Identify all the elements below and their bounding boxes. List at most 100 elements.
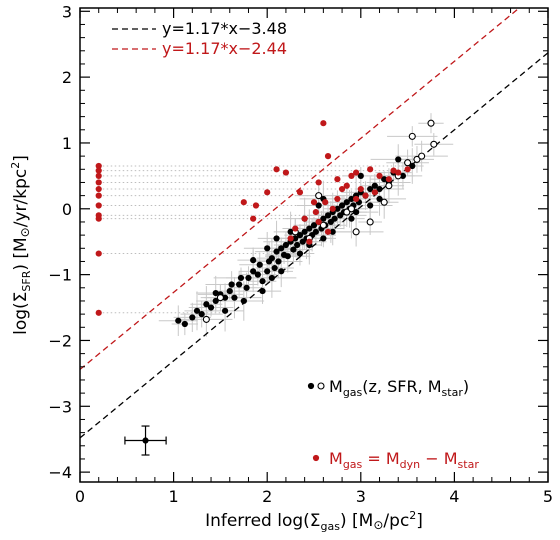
x-tick-label: 3: [356, 487, 366, 506]
y-tick-label: 1: [62, 134, 72, 153]
point-red: [324, 228, 332, 235]
point-red: [376, 172, 383, 179]
point-red: [95, 192, 102, 199]
point-open-black: [430, 140, 438, 148]
point-red: [362, 192, 369, 199]
point-red: [292, 225, 299, 232]
plot-frame: [79, 7, 549, 483]
x-tick-label: 1: [169, 487, 179, 506]
point-open-black: [319, 221, 327, 229]
data-points: [95, 119, 438, 328]
legend-label-2: Mgas = Mdyn − Mstar: [329, 449, 479, 471]
y-tick-label: 0: [62, 200, 72, 219]
point-red: [95, 179, 102, 186]
y-tick-label: −3: [48, 397, 72, 416]
point-open-black: [366, 218, 374, 226]
point-red: [320, 120, 327, 127]
x-tick-label: 2: [262, 487, 272, 506]
y-tick-label: 3: [62, 2, 72, 21]
point-open-black: [352, 228, 360, 236]
point-filled-black: [193, 307, 201, 314]
point-filled-black: [264, 245, 271, 252]
point-filled-black: [367, 185, 374, 193]
point-open-black: [408, 132, 416, 140]
point-red: [334, 176, 341, 183]
point-open-black: [315, 192, 323, 200]
point-red: [334, 195, 341, 203]
fit-lines: [80, 8, 548, 439]
point-red: [343, 182, 350, 189]
point-filled-black: [282, 241, 290, 249]
point-red: [301, 215, 308, 222]
dotted-connector-lines: [98, 165, 411, 314]
point-filled-black: [310, 222, 318, 229]
point-open-black: [413, 155, 421, 163]
point-open-black: [380, 198, 388, 206]
point-red: [240, 199, 247, 206]
point-red: [404, 166, 411, 173]
point-filled-black: [256, 261, 263, 268]
point-filled-black: [338, 202, 346, 209]
point-red: [95, 162, 102, 170]
point-red: [353, 169, 360, 176]
point-red: [252, 202, 260, 209]
point-open-black: [347, 205, 355, 213]
point-red: [95, 309, 102, 316]
point-filled-black: [245, 274, 252, 282]
y-tick-label: 2: [62, 68, 72, 87]
point-filled-black: [320, 235, 327, 242]
point-open-black: [202, 315, 210, 323]
point-filled-black: [271, 264, 278, 272]
point-filled-black: [198, 311, 205, 318]
point-filled-black: [273, 235, 280, 242]
point-red: [306, 238, 313, 245]
point-red: [353, 195, 360, 203]
point-filled-black: [296, 250, 304, 257]
point-red: [95, 167, 102, 174]
point-filled-black: [278, 245, 285, 252]
point-filled-black: [275, 258, 282, 265]
point-filled-black: [371, 182, 378, 189]
point-filled-black: [376, 195, 383, 203]
point-filled-black: [259, 287, 266, 295]
point-red: [395, 169, 402, 176]
fit-line-1: [80, 52, 548, 439]
point-red: [367, 166, 374, 173]
point-filled-black: [292, 235, 299, 242]
point-filled-black: [320, 215, 327, 222]
point-filled-black: [175, 317, 182, 324]
typical-error-bar: [124, 425, 167, 456]
point-filled-black: [312, 228, 319, 235]
point-filled-black: [207, 304, 215, 311]
point-filled-black: [294, 241, 301, 249]
point-red: [95, 250, 102, 257]
y-tick-label: −4: [48, 463, 72, 482]
point-red: [95, 185, 102, 193]
point-red: [315, 218, 322, 226]
y-tick-label: −2: [48, 331, 72, 350]
point-filled-black: [329, 228, 336, 235]
point-red: [322, 199, 329, 206]
point-filled-black: [290, 246, 297, 253]
x-tick-label: 5: [543, 487, 553, 506]
point-red: [312, 208, 319, 216]
legend-line-label: y=1.17*x−3.48: [162, 19, 287, 38]
point-filled-black: [367, 202, 374, 209]
error-bars: [158, 113, 454, 337]
point-red: [264, 189, 271, 196]
point-filled-black: [250, 257, 257, 264]
point-filled-black: [221, 307, 229, 314]
point-filled-black: [395, 156, 402, 163]
point-filled-black: [240, 297, 247, 305]
point-open-black: [404, 159, 412, 167]
point-filled-black: [381, 176, 388, 183]
fit-line-2: [80, 8, 521, 370]
point-red: [329, 205, 336, 212]
x-tick-label: 4: [449, 487, 459, 506]
point-red: [250, 215, 257, 222]
y-tick-label: −1: [48, 266, 72, 285]
point-filled-black: [268, 274, 275, 282]
point-red: [282, 169, 290, 176]
point-filled-black: [301, 228, 308, 235]
point-filled-black: [315, 202, 322, 209]
